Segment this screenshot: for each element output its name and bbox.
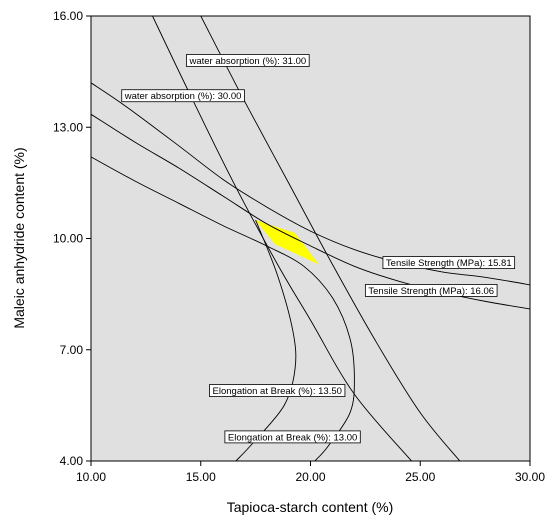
feasible-region-layer bbox=[255, 219, 320, 265]
y-tick-label: 13.00 bbox=[53, 120, 83, 134]
x-axis-title: Tapioca-starch content (%) bbox=[227, 499, 394, 515]
annotation-box bbox=[224, 430, 361, 444]
x-tick-label: 30.00 bbox=[515, 470, 545, 484]
annotation-text: water absorption (%): 30.00 bbox=[124, 91, 242, 102]
x-tick-label: 20.00 bbox=[295, 470, 325, 484]
annotation-text: water absorption (%): 31.00 bbox=[188, 56, 306, 67]
y-tick-label: 10.00 bbox=[53, 232, 83, 246]
annotation-text: Tensile Strength (MPa): 16.06 bbox=[368, 286, 494, 297]
y-axis: 4.00 7.00 10.00 13.00 16.00 bbox=[53, 9, 91, 468]
annotation-box bbox=[186, 54, 310, 67]
y-tick-label: 16.00 bbox=[53, 9, 83, 23]
y-tick-label: 7.00 bbox=[60, 343, 84, 357]
contour-line-5 bbox=[91, 156, 355, 461]
annotation-box bbox=[364, 284, 498, 297]
x-axis: 10.00 15.00 20.00 25.00 30.00 bbox=[76, 461, 545, 484]
contour-annotation: Elongation at Break (%): 13.00 bbox=[224, 430, 361, 444]
contour-annotation: water absorption (%): 30.00 bbox=[121, 89, 245, 103]
annotation-text: Elongation at Break (%): 13.50 bbox=[213, 386, 342, 397]
feasible-region bbox=[255, 219, 320, 265]
x-tick-label: 25.00 bbox=[405, 470, 435, 484]
contour-annotation: Tensile Strength (MPa): 15.81 bbox=[382, 256, 516, 270]
annotation-text: Tensile Strength (MPa): 15.81 bbox=[386, 258, 512, 269]
contour-annotation: Elongation at Break (%): 13.50 bbox=[209, 384, 346, 397]
contour-annotation: water absorption (%): 31.00 bbox=[186, 54, 310, 67]
annotation-box bbox=[382, 256, 516, 270]
x-tick-label: 10.00 bbox=[76, 470, 106, 484]
annotation-box bbox=[121, 89, 245, 103]
y-tick-label: 4.00 bbox=[60, 454, 84, 468]
contour-line-0 bbox=[91, 82, 530, 286]
x-tick-label: 15.00 bbox=[186, 470, 216, 484]
annotation-text: Elongation at Break (%): 13.00 bbox=[228, 432, 357, 443]
contour-annotation: Tensile Strength (MPa): 16.06 bbox=[364, 284, 498, 297]
annotation-layer: water absorption (%): 31.00 water absorpt… bbox=[121, 54, 516, 444]
y-axis-title: Maleic anhydride content (%) bbox=[11, 147, 27, 328]
annotation-box bbox=[209, 384, 346, 397]
